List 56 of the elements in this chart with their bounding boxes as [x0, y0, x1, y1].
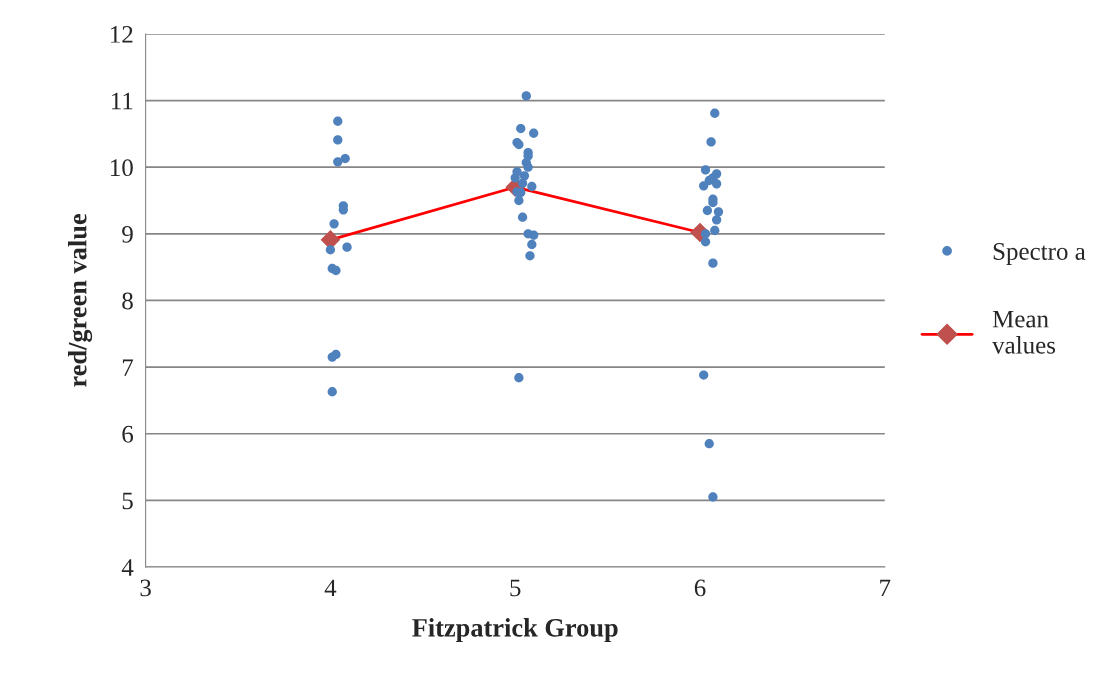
point — [327, 387, 337, 397]
point — [517, 212, 528, 222]
point — [340, 153, 350, 164]
point — [704, 439, 714, 449]
point — [331, 349, 341, 360]
y-tick-label: 6 — [122, 425, 134, 443]
point — [711, 179, 722, 189]
x-tick-label: 6 — [694, 579, 706, 597]
point — [521, 91, 531, 101]
point — [700, 229, 711, 239]
point — [333, 116, 343, 126]
y-tick-label: 9 — [122, 225, 133, 243]
point — [710, 225, 720, 236]
x-axis-title: Fitzpatrick Group — [412, 618, 618, 643]
y-tick-label: 12 — [110, 26, 133, 43]
point — [529, 230, 539, 240]
y-tick-label: 10 — [110, 159, 133, 177]
point — [527, 239, 537, 250]
y-tick-label: 5 — [122, 492, 133, 510]
point — [700, 165, 711, 175]
point — [713, 207, 724, 217]
point — [514, 373, 524, 383]
y-tick-label: 4 — [121, 559, 134, 576]
point — [517, 178, 528, 188]
x-tick-label: 3 — [140, 579, 151, 597]
legend-label: Mean values — [992, 310, 1056, 354]
point — [527, 181, 537, 192]
point — [706, 137, 716, 147]
y-tick-label: 8 — [122, 292, 133, 310]
point — [523, 162, 533, 172]
point — [331, 265, 341, 276]
point — [514, 195, 524, 206]
point — [699, 370, 709, 380]
point — [510, 173, 520, 183]
point — [516, 123, 526, 134]
x-tick-label: 4 — [324, 579, 337, 597]
point — [700, 237, 711, 247]
point — [708, 258, 718, 268]
x-tick-label: 7 — [880, 579, 891, 597]
point — [329, 219, 339, 229]
point — [702, 205, 713, 216]
point — [699, 181, 709, 191]
x-tick-label: 5 — [510, 579, 521, 597]
legend-label: Spectro a — [993, 243, 1086, 265]
point — [710, 108, 720, 118]
point — [525, 251, 535, 261]
point — [333, 157, 343, 167]
point — [529, 128, 539, 138]
point — [711, 215, 722, 225]
y-tick-label: 7 — [122, 359, 134, 376]
point — [325, 245, 336, 255]
point — [342, 242, 352, 252]
point — [333, 135, 343, 145]
point — [708, 492, 718, 502]
y-axis-title: red/green value — [67, 214, 93, 387]
y-tick-label: 11 — [111, 92, 133, 110]
